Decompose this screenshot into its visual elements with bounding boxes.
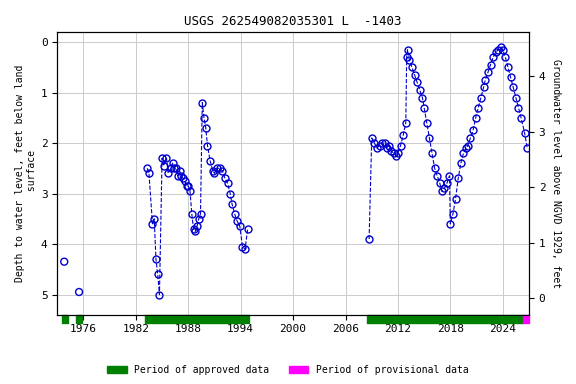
Point	[60, 259, 69, 265]
Y-axis label: Groundwater level above NGVD 1929, feet: Groundwater level above NGVD 1929, feet	[551, 59, 561, 288]
Y-axis label: Depth to water level, feet below land
 surface: Depth to water level, feet below land su…	[15, 65, 37, 282]
Point	[74, 289, 84, 295]
Title: USGS 262549082035301 L  -1403: USGS 262549082035301 L -1403	[184, 15, 402, 28]
Legend: Period of approved data, Period of provisional data: Period of approved data, Period of provi…	[103, 361, 473, 379]
